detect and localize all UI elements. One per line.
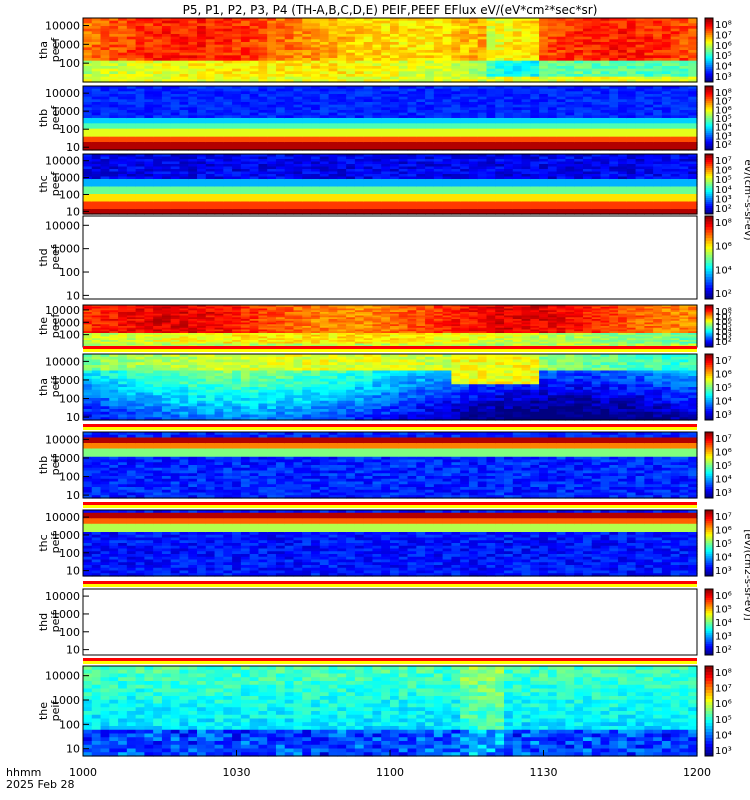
y-tick-label: 100 <box>59 57 80 70</box>
panel-ylabel-product: peef <box>49 105 62 131</box>
colorbar-tick-label: 10³ <box>715 72 732 83</box>
heatmap-cells <box>83 154 698 215</box>
colorbar-tick-label: 10⁴ <box>715 62 732 73</box>
colorbar-tick-label: 10⁶ <box>715 41 732 52</box>
panel-ylabel-product: peef <box>49 37 62 63</box>
colorbar-tick-label: 10⁵ <box>715 51 732 62</box>
y-tick-label: 10000 <box>45 87 80 100</box>
y-tick-label: 10 <box>66 141 80 154</box>
panel-thc-peef: 10000100010010thc peef10⁷10⁶10⁵10⁴10³10² <box>37 154 732 218</box>
figure-title: P5, P1, P2, P3, P4 (TH-A,B,C,D,E) PEIF,P… <box>183 3 598 17</box>
colorbar: 10⁸10⁷10⁶10⁵10⁴10³10² <box>705 86 732 151</box>
colorbar-tick-label: 10⁸ <box>715 20 732 31</box>
y-tick-label: 100 <box>59 123 80 136</box>
heatmap-cells <box>83 18 698 83</box>
colorbar-tick-label: 10² <box>715 140 732 151</box>
colorbar-tick-label: 10⁷ <box>715 30 732 41</box>
y-tick-label: 10000 <box>45 19 80 32</box>
heatmap-cells <box>83 86 698 151</box>
